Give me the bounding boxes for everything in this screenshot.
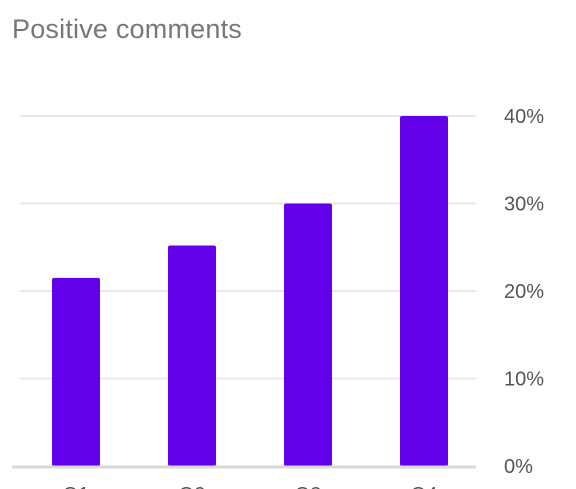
bar (284, 203, 332, 466)
x-tick-label: Q4 (411, 484, 438, 489)
bar (400, 116, 448, 466)
bars (52, 116, 448, 466)
y-tick-label: 10% (504, 369, 544, 391)
y-tick-label: 0% (504, 456, 533, 478)
bar (52, 277, 100, 466)
y-tick-label: 40% (504, 106, 544, 128)
x-tick-label: Q3 (295, 484, 322, 489)
y-tick-label: 20% (504, 281, 544, 303)
chart-title: Positive comments (12, 14, 242, 44)
x-tick-label: Q2 (179, 484, 206, 489)
y-axis-ticks: 0% 10% 20% 30% 40% (504, 106, 544, 478)
x-axis-ticks: Q1 Q2 Q3 Q4 (63, 484, 438, 489)
x-tick-label: Q1 (63, 484, 90, 489)
y-tick-label: 30% (504, 194, 544, 216)
bar (168, 245, 216, 466)
